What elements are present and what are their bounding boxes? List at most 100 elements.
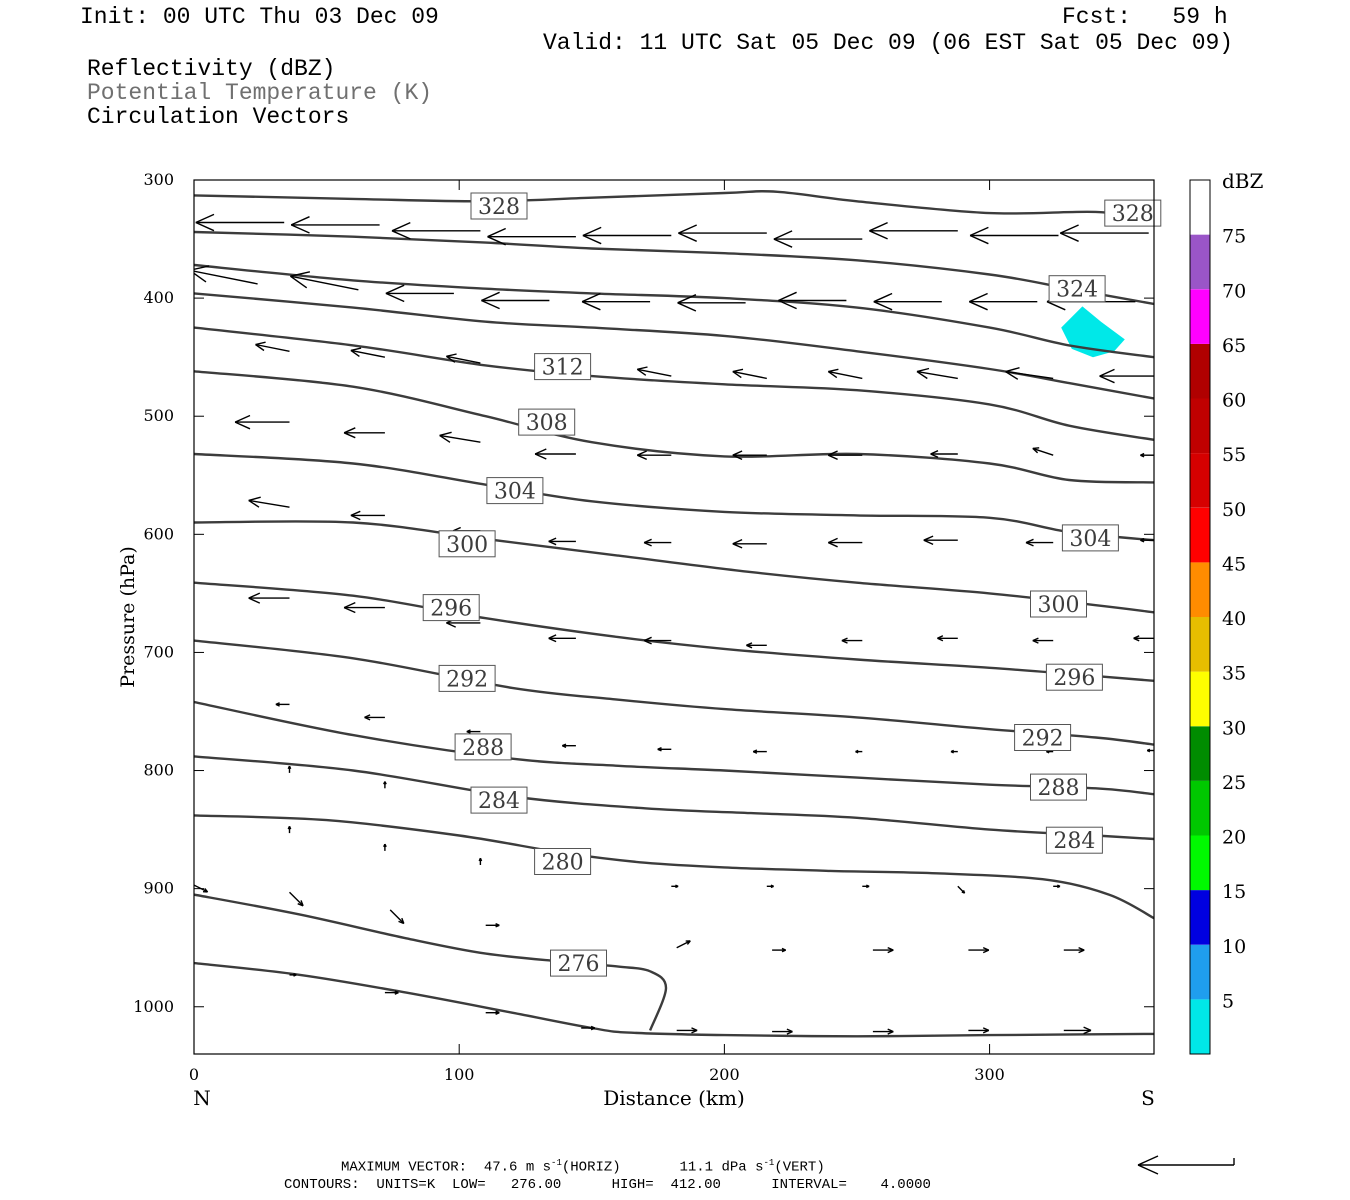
colorbar-label: 25 [1222, 772, 1246, 794]
cross-section-chart: 328 3283243123083043043003002962962922922… [117, 169, 1264, 1110]
y-tick-label: 700 [143, 642, 174, 661]
contour-label-box [1014, 724, 1072, 751]
circulation-vector [391, 221, 481, 240]
reference-vector-arrow [1137, 1155, 1235, 1175]
colorbar-bin [1190, 180, 1210, 235]
colorbar-bin [1190, 726, 1210, 781]
circulation-vector [969, 226, 1059, 245]
colorbar-label: 10 [1222, 936, 1246, 958]
contours-info: CONTOURS: UNITS=K LOW= 276.00 HIGH= 412.… [284, 1177, 931, 1193]
circulation-vector [772, 1028, 793, 1035]
circulation-vector [581, 292, 651, 311]
circulation-vector [1063, 946, 1085, 954]
contour-label-box [486, 477, 544, 505]
init-time: Init: 00 UTC Thu 03 Dec 09 [80, 4, 439, 30]
max-vector-horiz-text: MAXIMUM VECTOR: 47.6 m s [341, 1159, 552, 1176]
colorbar-label: 30 [1222, 717, 1246, 739]
contour-label: 300 [446, 533, 488, 558]
circulation-vector [1063, 1026, 1092, 1035]
circulation-vector [248, 496, 290, 508]
isentrope-292 [194, 700, 1154, 796]
circulation-vector [968, 1027, 990, 1034]
field-circulation-vectors: Circulation Vectors [87, 104, 350, 130]
circulation-vector [255, 341, 290, 352]
circulation-vector [676, 940, 691, 949]
contour-label-box [454, 733, 512, 761]
forecast-hour: Fcst: 59 h [1062, 4, 1228, 30]
circulation-vector [772, 947, 786, 953]
circulation-vector [234, 414, 290, 430]
circulation-vector [548, 537, 576, 546]
colorbar-label: 55 [1222, 444, 1246, 466]
contour-label: 328 [1112, 202, 1154, 227]
isentrope-328 [194, 230, 1154, 306]
isentrope-288 [194, 755, 1154, 841]
circulation-vector [873, 292, 942, 311]
circulation-vector [950, 749, 958, 754]
max-vector-vert-text: (HORIZ) 11.1 dPa s [561, 1159, 764, 1176]
colorbar-frame [1189, 179, 1211, 1055]
colorbar-bin [1190, 507, 1210, 563]
circulation-vector [732, 368, 767, 380]
colorbar-label: 65 [1222, 335, 1246, 357]
y-tick-label: 500 [143, 406, 174, 425]
colorbar-bin [1190, 671, 1210, 727]
isentrope-300 [194, 581, 1154, 682]
isentrope-284 [194, 814, 1154, 920]
colorbar-label: 40 [1222, 608, 1246, 630]
circulation-vector [350, 347, 386, 358]
circulation-vector [562, 743, 576, 749]
circulation-vector [752, 749, 767, 754]
circulation-vector [643, 636, 672, 645]
contour-label-box [1030, 773, 1087, 801]
isentrope-324 [194, 263, 1154, 359]
contour-label-box [422, 594, 480, 622]
circulation-vector [481, 291, 550, 310]
circulation-vector [343, 427, 385, 439]
circulation-vector [1005, 367, 1054, 380]
circulation-vector [969, 292, 1038, 311]
isentrope-296 [194, 639, 1154, 746]
circulation-vector [923, 535, 958, 546]
circulation-vector [657, 746, 672, 752]
max-vector-vert-suffix: (VERT) [774, 1159, 825, 1176]
circulation-vector [385, 284, 454, 303]
x-axis-south-label: S [1141, 1086, 1155, 1110]
circulation-vector [957, 885, 966, 894]
max-vector-line: MAXIMUM VECTOR: 47.6 m s-1(HORIZ) 11.1 d… [341, 1158, 825, 1176]
contour-label: 300 [1038, 593, 1080, 618]
circulation-vector [582, 226, 672, 245]
contour-label-box [438, 530, 496, 558]
circulation-vector [1140, 537, 1154, 543]
circulation-vector [248, 592, 290, 604]
x-tick-label: 300 [974, 1065, 1005, 1084]
circulation-vector [869, 221, 958, 240]
colorbar-bin [1190, 999, 1210, 1054]
circulation-vector [828, 450, 863, 461]
vert-unit-exponent: -1 [763, 1158, 775, 1168]
circulation-vector [746, 642, 767, 649]
circulation-vector [1032, 447, 1054, 456]
circulation-vector [637, 450, 672, 461]
field-potential-temperature: Potential Temperature (K) [87, 80, 433, 106]
colorbar-bin [1190, 944, 1210, 1000]
colorbar-bin [1190, 890, 1210, 945]
circulation-vector [548, 634, 576, 643]
circulation-vector [778, 291, 847, 310]
contour-label: 276 [558, 952, 600, 977]
contour-label: 284 [478, 789, 520, 814]
colorbar-label: 45 [1222, 553, 1246, 575]
contour-label: 304 [494, 480, 536, 505]
horiz-unit-exponent: -1 [551, 1158, 562, 1168]
isentrope-280 [194, 893, 668, 1031]
circulation-vector [636, 366, 672, 377]
circulation-vector [487, 227, 576, 246]
colorbar-bin [1190, 835, 1210, 891]
circulation-vector [732, 538, 767, 549]
circulation-vector [289, 972, 297, 977]
circulation-vector [287, 826, 292, 834]
x-tick-label: 0 [189, 1065, 199, 1084]
contour-label-box [1048, 275, 1106, 303]
contour-label-box [1045, 826, 1103, 854]
colorbar-label: 50 [1222, 499, 1246, 521]
